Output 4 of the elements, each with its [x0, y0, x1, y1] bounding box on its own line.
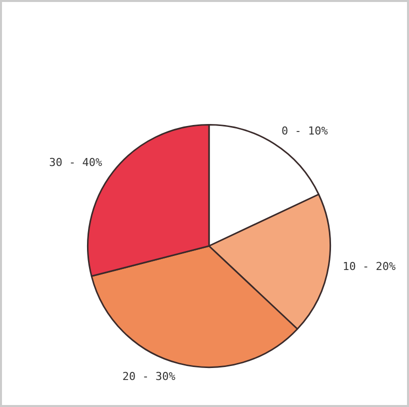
slice-label: 20 - 30%: [122, 370, 176, 383]
slice-label: 10 - 20%: [342, 260, 396, 274]
slice-label: 30 - 40%: [49, 156, 103, 169]
slice-label: 0 - 10%: [281, 124, 328, 138]
